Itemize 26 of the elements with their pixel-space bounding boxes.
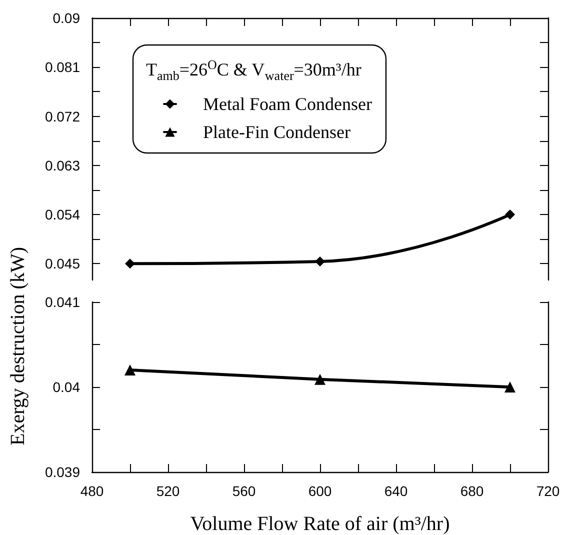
x-tick-label: 680 (460, 483, 484, 499)
legend-label: Metal Foam Condenser (203, 94, 372, 114)
y-tick-label: 0.04 (52, 379, 80, 395)
point (505, 210, 515, 220)
y-axis-title: Exergy destruction (kW) (7, 246, 29, 446)
y-tick-label: 0.081 (44, 59, 80, 76)
x-tick-label: 480 (80, 483, 104, 499)
point (124, 364, 136, 376)
legend-label: Plate-Fin Condenser (203, 122, 350, 142)
y-tick-label: 0.072 (44, 108, 80, 124)
x-tick-label: 640 (384, 483, 408, 499)
point (504, 382, 516, 392)
point (314, 374, 326, 385)
y-tick-label: 0.09 (52, 10, 80, 26)
y-tick-label: 0.063 (44, 157, 80, 174)
x-tick-label: 520 (156, 483, 180, 499)
x-tick-label: 600 (308, 483, 332, 499)
y-tick-label: 0.054 (44, 206, 80, 222)
x-tick-label: 720 (536, 483, 560, 499)
y-tick-label: 0.039 (44, 464, 80, 480)
y-tick-label: 0.045 (44, 256, 80, 272)
point (125, 258, 135, 269)
x-tick-label: 560 (232, 483, 256, 499)
x-axis-title: Volume Flow Rate of air (m³/hr) (190, 513, 450, 535)
point (315, 256, 325, 266)
y-tick-label: 0.041 (44, 294, 80, 310)
